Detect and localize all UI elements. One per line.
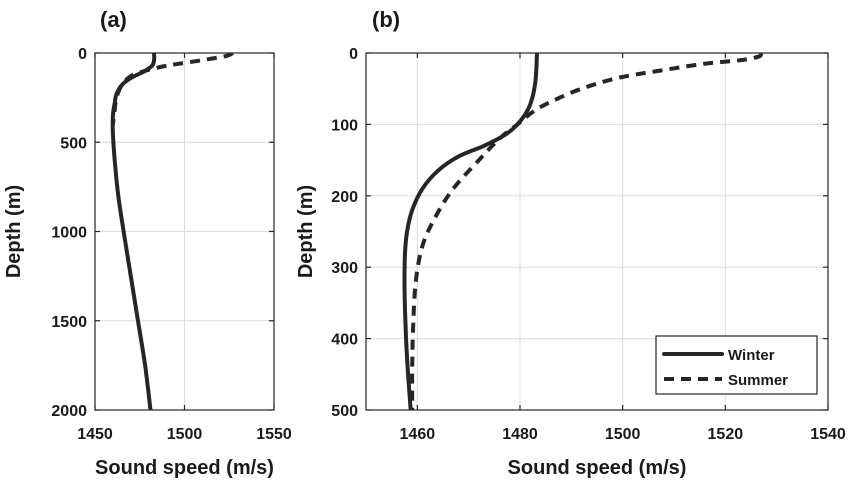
x-tick-label: 1500: [167, 426, 203, 443]
y-tick-label: 500: [331, 403, 358, 420]
x-tick-label: 1500: [605, 426, 641, 443]
x-axis-label: Sound speed (m/s): [508, 457, 687, 479]
series-line-winter: [402, 53, 539, 410]
x-tick-label: 1550: [256, 426, 292, 443]
y-tick-label: 1500: [51, 314, 87, 331]
panel-label: (b): [372, 7, 400, 32]
legend-label-summer: Summer: [728, 372, 788, 389]
legend-label-winter: Winter: [728, 347, 775, 364]
y-tick-label: 200: [331, 189, 358, 206]
y-tick-label: 400: [331, 332, 358, 349]
series-line-summer: [110, 53, 234, 125]
x-tick-label: 1450: [77, 426, 113, 443]
axes-frame: [94, 52, 275, 411]
y-tick-label: 500: [60, 135, 87, 152]
series-line-summer: [410, 53, 764, 410]
y-tick-label: 2000: [51, 403, 87, 420]
y-axis-label: Depth (m): [3, 185, 25, 278]
y-axis-label: Depth (m): [295, 185, 317, 278]
x-tick-label: 1460: [400, 426, 436, 443]
x-tick-label: 1540: [810, 426, 846, 443]
x-tick-label: 1520: [708, 426, 744, 443]
y-tick-label: 1000: [51, 225, 87, 242]
panel-b: 1460 1480 1500 1520 1540 0 100 200 300 400 500 Soun…: [295, 7, 846, 479]
x-tick-label: 1480: [502, 426, 538, 443]
y-tick-label: 0: [349, 46, 358, 63]
x-axis-label: Sound speed (m/s): [95, 457, 274, 479]
panel-label: (a): [100, 7, 127, 32]
legend: Winter Summer: [655, 335, 818, 395]
y-tick-label: 100: [331, 117, 358, 134]
panel-a: 1450 1500 1550 0 500 1000 1500 2000 Sound speed …: [3, 7, 292, 479]
legend-box: [655, 335, 818, 395]
axes-frame: [365, 52, 829, 411]
y-tick-label: 300: [331, 260, 358, 277]
y-tick-label: 0: [78, 46, 87, 63]
